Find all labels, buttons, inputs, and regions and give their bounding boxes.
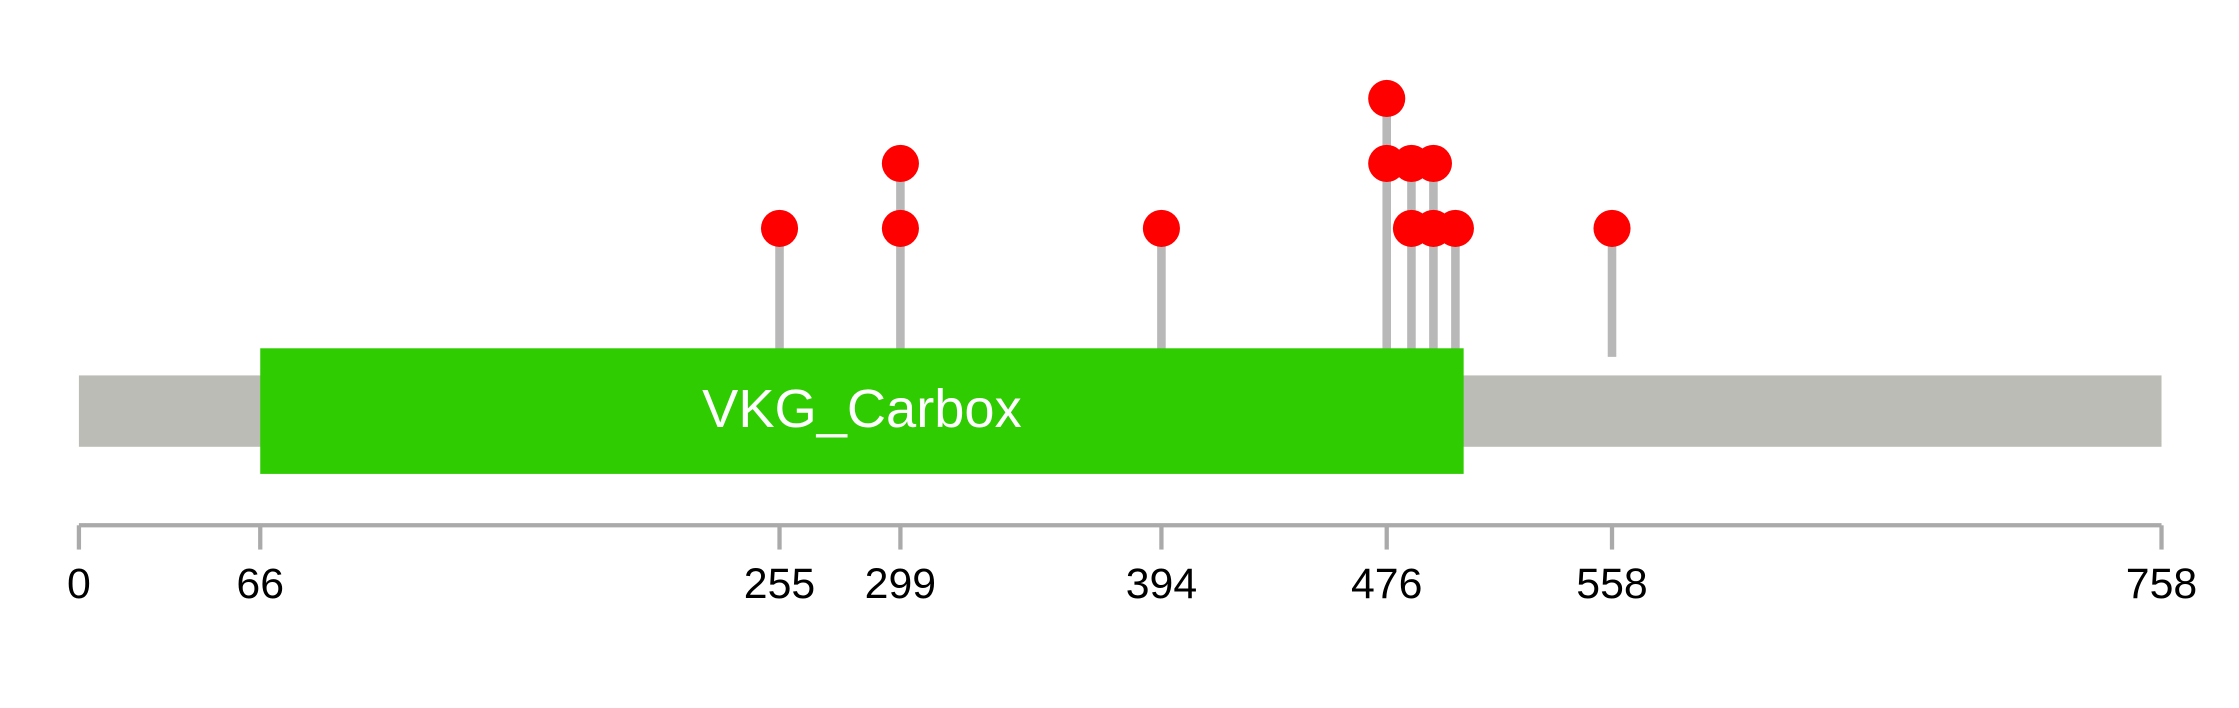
x-tick-label: 299 <box>865 560 936 608</box>
lollipop-head <box>760 209 799 247</box>
lollipop-head <box>1142 209 1180 247</box>
lollipop-head <box>1436 209 1474 247</box>
x-tick-label: 66 <box>236 560 284 608</box>
x-tick-label: 394 <box>1126 560 1197 608</box>
x-tick-label: 558 <box>1576 560 1647 608</box>
domain <box>260 348 1464 474</box>
lollipop-head <box>881 144 919 182</box>
x-tick-label: 255 <box>744 560 815 608</box>
lollipop-head <box>881 209 919 247</box>
x-tick-label: 758 <box>2126 560 2197 608</box>
x-tick-label: 476 <box>1351 560 1422 608</box>
lollipop-head <box>1368 79 1406 118</box>
lollipop-head <box>1414 144 1452 182</box>
lollipop-head <box>1593 209 1631 247</box>
x-tick-label: 0 <box>67 560 91 608</box>
domain-label: VKG_Carbox <box>702 379 1022 439</box>
